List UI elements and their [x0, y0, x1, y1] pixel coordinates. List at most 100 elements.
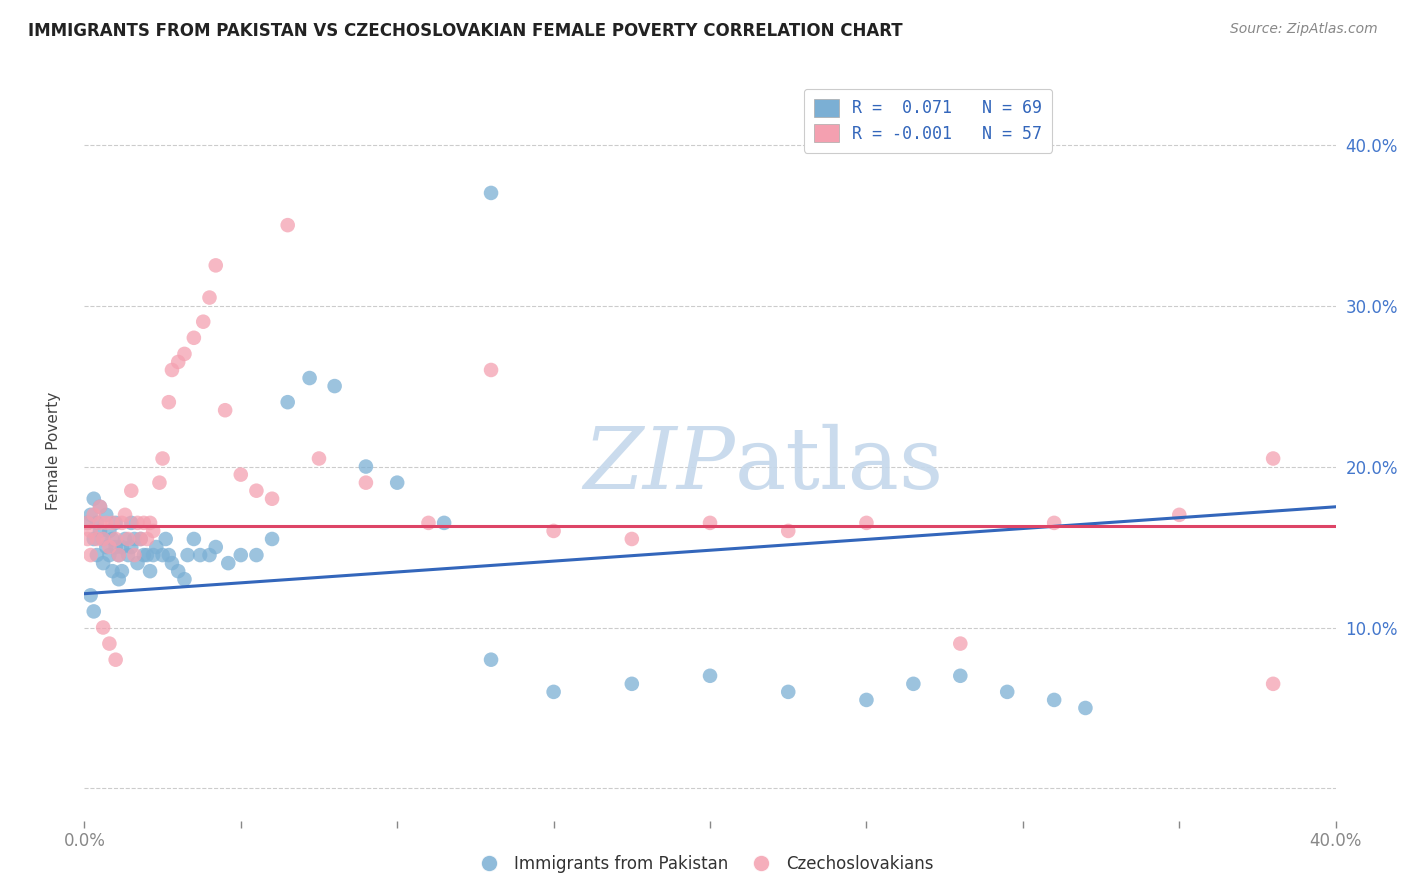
Point — [98, 637, 121, 651]
Point — [83, 491, 105, 506]
Point — [949, 669, 972, 683]
Point — [76, 516, 98, 530]
Point — [277, 395, 299, 409]
Point — [101, 564, 124, 578]
Point — [903, 677, 925, 691]
Point — [129, 532, 152, 546]
Point — [114, 532, 136, 546]
Point — [127, 556, 149, 570]
Point — [142, 524, 165, 538]
Point — [152, 548, 174, 562]
Point — [188, 548, 211, 562]
Point — [120, 516, 142, 530]
Point — [277, 218, 299, 232]
Point — [83, 532, 105, 546]
Point — [183, 331, 205, 345]
Point — [114, 508, 136, 522]
Text: IMMIGRANTS FROM PAKISTAN VS CZECHOSLOVAKIAN FEMALE POVERTY CORRELATION CHART: IMMIGRANTS FROM PAKISTAN VS CZECHOSLOVAK… — [28, 22, 903, 40]
Point — [107, 548, 129, 562]
Point — [855, 516, 877, 530]
Point — [91, 532, 114, 546]
Legend: Immigrants from Pakistan, Czechoslovakians: Immigrants from Pakistan, Czechoslovakia… — [465, 848, 941, 880]
Point — [198, 291, 221, 305]
Point — [167, 355, 190, 369]
Point — [96, 508, 118, 522]
Point — [96, 540, 118, 554]
Point — [479, 363, 502, 377]
Point — [89, 500, 111, 514]
Point — [83, 508, 105, 522]
Point — [91, 556, 114, 570]
Point — [104, 532, 127, 546]
Point — [101, 532, 124, 546]
Y-axis label: Female Poverty: Female Poverty — [46, 392, 62, 509]
Point — [98, 540, 121, 554]
Point — [245, 483, 267, 498]
Point — [142, 548, 165, 562]
Point — [86, 532, 108, 546]
Point — [136, 548, 159, 562]
Point — [418, 516, 440, 530]
Point — [1263, 451, 1285, 466]
Point — [245, 548, 267, 562]
Point — [117, 548, 139, 562]
Text: atlas: atlas — [735, 424, 945, 507]
Point — [98, 524, 121, 538]
Point — [160, 556, 183, 570]
Point — [91, 532, 114, 546]
Point — [132, 516, 155, 530]
Point — [778, 685, 800, 699]
Point — [120, 483, 142, 498]
Point — [104, 516, 127, 530]
Point — [160, 363, 183, 377]
Point — [173, 572, 195, 586]
Point — [1263, 677, 1285, 691]
Point — [79, 508, 101, 522]
Point — [176, 548, 198, 562]
Point — [183, 532, 205, 546]
Point — [543, 685, 565, 699]
Point — [262, 532, 284, 546]
Point — [86, 548, 108, 562]
Point — [148, 475, 170, 490]
Point — [76, 532, 98, 546]
Point — [198, 548, 221, 562]
Point — [111, 564, 134, 578]
Legend: R =  0.071   N = 69, R = -0.001   N = 57: R = 0.071 N = 69, R = -0.001 N = 57 — [804, 88, 1052, 153]
Point — [124, 532, 146, 546]
Point — [89, 524, 111, 538]
Point — [699, 669, 721, 683]
Point — [167, 564, 190, 578]
Text: Source: ZipAtlas.com: Source: ZipAtlas.com — [1230, 22, 1378, 37]
Point — [107, 548, 129, 562]
Point — [699, 516, 721, 530]
Point — [157, 548, 180, 562]
Point — [98, 548, 121, 562]
Point — [89, 500, 111, 514]
Point — [173, 347, 195, 361]
Point — [139, 516, 162, 530]
Point — [83, 604, 105, 618]
Point — [157, 395, 180, 409]
Point — [117, 532, 139, 546]
Point — [86, 516, 108, 530]
Point — [145, 540, 167, 554]
Point — [91, 620, 114, 634]
Point — [96, 516, 118, 530]
Text: ZIP: ZIP — [583, 424, 735, 507]
Point — [479, 186, 502, 200]
Point — [262, 491, 284, 506]
Point — [132, 548, 155, 562]
Point — [354, 459, 377, 474]
Point — [229, 548, 252, 562]
Point — [354, 475, 377, 490]
Point — [204, 540, 226, 554]
Point — [79, 588, 101, 602]
Point — [1043, 693, 1066, 707]
Point — [152, 451, 174, 466]
Point — [217, 556, 239, 570]
Point — [778, 524, 800, 538]
Point — [111, 540, 134, 554]
Point — [949, 637, 972, 651]
Point — [79, 548, 101, 562]
